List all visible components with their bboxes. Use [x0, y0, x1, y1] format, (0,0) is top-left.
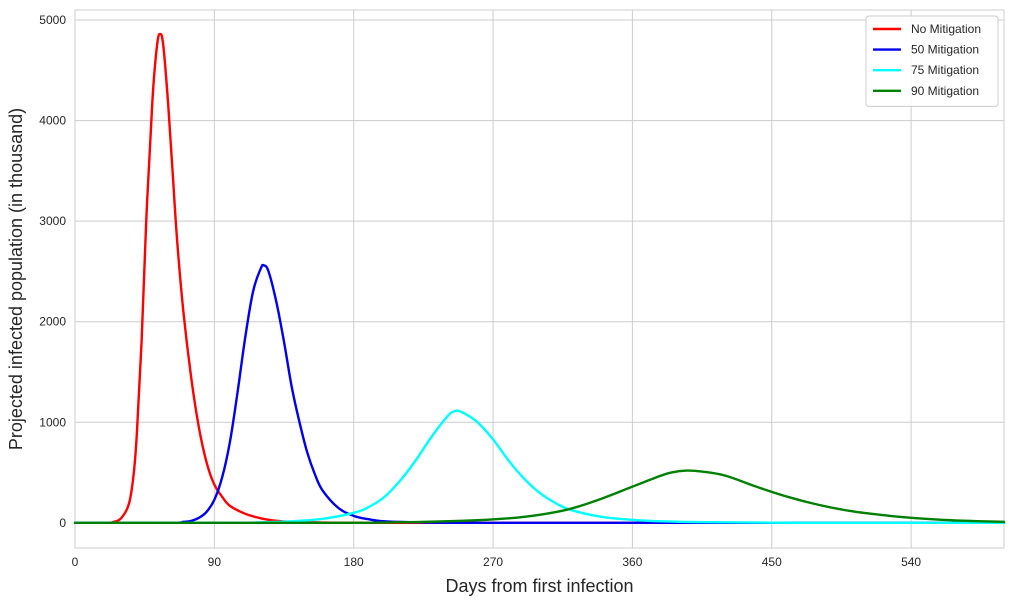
legend-label: 90 Mitigation [911, 84, 979, 98]
y-tick-label: 3000 [39, 214, 66, 228]
plot-frame [74, 9, 1005, 549]
series-line-4 [73, 469, 1006, 525]
y-tick-label: 1000 [39, 415, 66, 429]
x-tick-label: 90 [208, 555, 222, 569]
x-tick-label: 0 [72, 555, 79, 569]
legend: No Mitigation 50 Mitigation 75 Mitigation 9… [865, 15, 999, 107]
x-tick-label: 540 [901, 555, 921, 569]
x-tick-label: 360 [622, 555, 642, 569]
series-line-2 [73, 263, 1006, 525]
legend-items: No Mitigation 50 Mitigation 75 Mitigation 9… [873, 22, 981, 98]
y-tick-label: 0 [59, 516, 66, 530]
legend-label: 75 Mitigation [911, 63, 979, 77]
x-axis-title: Days from first infection [445, 576, 633, 596]
y-tick-label: 2000 [39, 315, 66, 329]
x-tick-label: 180 [344, 555, 364, 569]
x-tick-label: 270 [483, 555, 503, 569]
series-lines [73, 32, 1006, 525]
y-tick-label: 4000 [39, 114, 66, 128]
y-axis-title: Projected infected population (in thousa… [6, 108, 26, 450]
x-tick-label: 450 [762, 555, 782, 569]
series-line-3 [73, 409, 1006, 525]
legend-box [865, 15, 999, 107]
legend-label: 50 Mitigation [911, 43, 979, 57]
legend-label: No Mitigation [911, 22, 981, 36]
x-tick-labels: 0 90 180 270 360 450 540 [72, 555, 922, 569]
y-tick-label: 5000 [39, 13, 66, 27]
y-tick-labels: 0 1000 2000 3000 4000 5000 [39, 13, 66, 530]
